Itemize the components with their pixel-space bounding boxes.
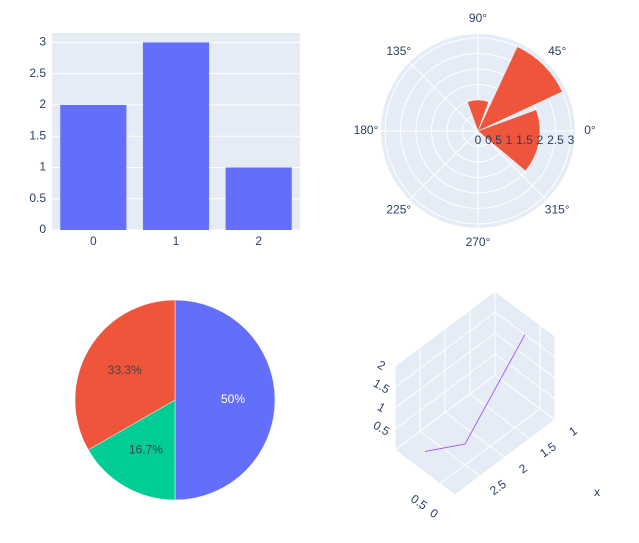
radial-tick-label: 2.5 <box>547 133 564 147</box>
z-tick-label: 2 <box>375 358 388 374</box>
y-tick-label: 1.5 <box>29 128 46 142</box>
radial-tick-label: 0 <box>475 133 482 147</box>
polar-bar <box>467 99 489 132</box>
bar <box>142 42 210 230</box>
pie-label: 16.7% <box>129 442 163 456</box>
angular-grid <box>409 130 479 200</box>
grid-line <box>439 408 541 485</box>
polar-bar <box>477 46 563 132</box>
x-tick-label: 2.5 <box>487 477 509 498</box>
y-tick-label: 2 <box>39 97 46 111</box>
y-tick-label: 3 <box>39 35 46 49</box>
radial-tick-label: 1 <box>506 133 513 147</box>
grid-line <box>419 430 481 477</box>
x-tick-label: 1 <box>173 234 180 248</box>
y-tick-label: 0 <box>39 222 46 236</box>
y-tick-label: 1 <box>39 160 46 174</box>
angular-tick-label: 180° <box>354 123 379 137</box>
grid-line <box>394 290 496 367</box>
y-tick-label: 2.5 <box>29 66 46 80</box>
grid-line <box>394 311 496 388</box>
angular-tick-label: 225° <box>386 202 411 216</box>
grid-line <box>494 332 556 379</box>
grid-line <box>494 290 556 337</box>
y-tick-label: 0.5 <box>408 492 430 513</box>
radial-tick-label: 0.5 <box>485 133 502 147</box>
y-tick-label: 0.5 <box>29 191 46 205</box>
z-tick-label: 0.5 <box>371 418 393 439</box>
angular-tick-label: 0° <box>584 123 596 137</box>
pie-slice <box>74 299 176 451</box>
bar <box>225 167 292 230</box>
grid-line <box>454 419 556 496</box>
grid-line <box>494 374 556 421</box>
grid-line <box>394 353 496 430</box>
x-tick-label: 2 <box>255 234 262 248</box>
x-tick-label: 2 <box>516 461 530 476</box>
grid-line <box>394 332 496 409</box>
bar <box>60 104 127 230</box>
x-tick-label: 1.5 <box>537 439 559 460</box>
angular-tick-label: 90° <box>469 11 487 25</box>
z-tick-label: 1.5 <box>371 376 393 397</box>
angular-grid <box>477 130 547 200</box>
angular-tick-label: 315° <box>545 202 570 216</box>
x-tick-label: 1 <box>566 423 580 438</box>
y-tick-label: 0 <box>427 506 441 521</box>
line-3d <box>424 334 526 452</box>
z-tick-label: 1 <box>375 400 388 416</box>
x-axis-title: x <box>594 485 600 499</box>
grid-line <box>494 353 556 400</box>
x-tick-label: 0 <box>90 234 97 248</box>
pie-slice <box>174 299 276 501</box>
angular-grid <box>409 62 479 132</box>
radial-tick-label: 1.5 <box>516 133 533 147</box>
radial-tick-label: 3 <box>568 133 575 147</box>
angular-tick-label: 270° <box>466 235 491 249</box>
angular-tick-label: 45° <box>548 44 566 58</box>
polar-bar <box>477 109 541 172</box>
pie-slice <box>87 399 176 501</box>
grid-line <box>444 412 506 458</box>
angular-tick-label: 135° <box>386 44 411 58</box>
pie-label: 33.3% <box>108 363 142 377</box>
grid-line <box>469 393 531 440</box>
radial-tick-label: 2 <box>537 133 544 147</box>
pie-label: 50% <box>221 392 245 406</box>
